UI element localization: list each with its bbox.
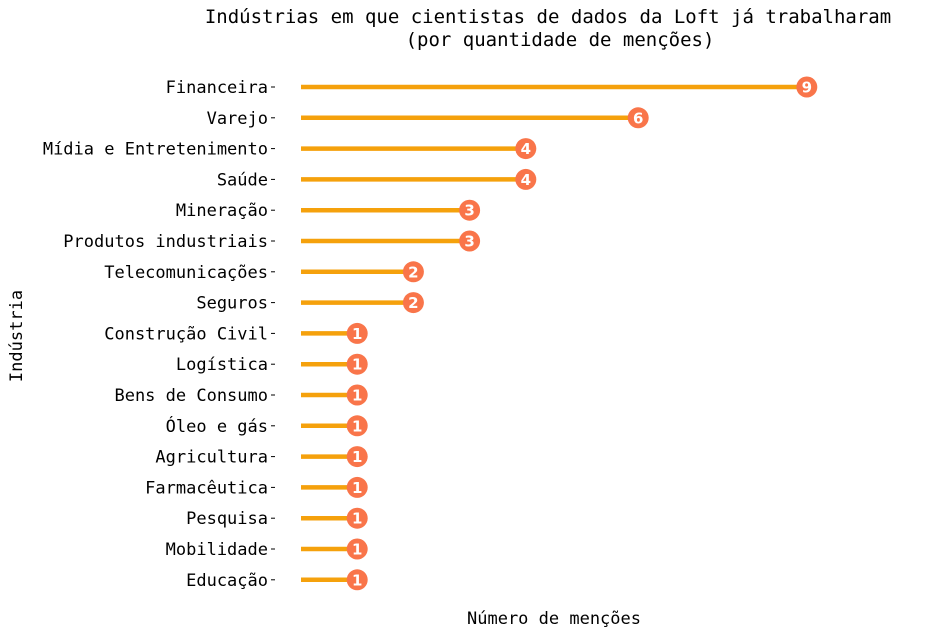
lollipop-marker xyxy=(346,446,368,468)
data-value-label: 1 xyxy=(352,448,362,466)
y-tick-label: Saúde xyxy=(217,170,268,190)
y-tick-label: Produtos industriais xyxy=(63,232,268,252)
y-tick-label: Telecomunicações xyxy=(104,263,268,283)
y-tick-label: Óleo e gás xyxy=(166,415,268,437)
lollipop-marker xyxy=(346,353,368,375)
lollipop-marker xyxy=(346,569,368,591)
y-tick-label: Varejo xyxy=(207,109,268,129)
lollipop-marker xyxy=(346,415,368,437)
y-tick-label: Mineração xyxy=(176,201,268,221)
lollipop-marker xyxy=(346,507,368,529)
lollipop-marker xyxy=(346,476,368,498)
data-value-label: 1 xyxy=(352,541,362,559)
lollipop-marker xyxy=(515,138,537,160)
lollipop-marker xyxy=(515,168,537,190)
data-value-label: 9 xyxy=(802,79,812,97)
y-axis-label: Indústria xyxy=(7,290,27,382)
y-tick-label: Construção Civil xyxy=(104,324,268,344)
lollipop-marker xyxy=(402,261,424,283)
y-tick-label: Financeira xyxy=(166,78,268,98)
data-value-label: 1 xyxy=(352,571,362,589)
data-value-label: 6 xyxy=(633,109,643,127)
data-value-label: 4 xyxy=(521,171,531,189)
x-axis-label: Número de menções xyxy=(467,609,641,629)
lollipop-marker xyxy=(627,107,649,129)
data-value-label: 2 xyxy=(408,294,418,312)
lollipop-marker xyxy=(459,230,481,252)
lollipop-marker xyxy=(402,292,424,314)
lollipop-marker xyxy=(459,199,481,221)
plot-area: Financeira 9 Varejo 6 Mídia e Entretenimento… xyxy=(43,76,818,591)
y-tick-label: Educação xyxy=(186,571,268,591)
lollipop-marker xyxy=(346,538,368,560)
data-value-label: 1 xyxy=(352,387,362,405)
lollipop-marker xyxy=(796,76,818,98)
y-tick-label: Mídia e Entretenimento xyxy=(43,140,268,160)
chart-title-line2: (por quantidade de menções) xyxy=(406,29,715,51)
data-value-label: 3 xyxy=(464,233,474,251)
y-tick-label: Pesquisa xyxy=(186,509,268,529)
data-value-label: 1 xyxy=(352,510,362,528)
y-tick-label: Seguros xyxy=(196,294,268,314)
lollipop-marker xyxy=(346,384,368,406)
data-value-label: 4 xyxy=(521,140,531,158)
chart-title-line1: Indústrias em que cientistas de dados da… xyxy=(205,6,891,28)
data-value-label: 3 xyxy=(464,202,474,220)
y-tick-label: Logística xyxy=(176,355,268,375)
data-value-label: 2 xyxy=(408,263,418,281)
data-value-label: 1 xyxy=(352,417,362,435)
data-value-label: 1 xyxy=(352,325,362,343)
y-tick-label: Bens de Consumo xyxy=(114,386,268,406)
data-value-label: 1 xyxy=(352,356,362,374)
y-tick-label: Agricultura xyxy=(155,448,268,468)
data-value-label: 1 xyxy=(352,479,362,497)
lollipop-marker xyxy=(346,322,368,344)
y-tick-label: Farmacêutica xyxy=(145,478,268,498)
y-tick-label: Mobilidade xyxy=(166,540,268,560)
